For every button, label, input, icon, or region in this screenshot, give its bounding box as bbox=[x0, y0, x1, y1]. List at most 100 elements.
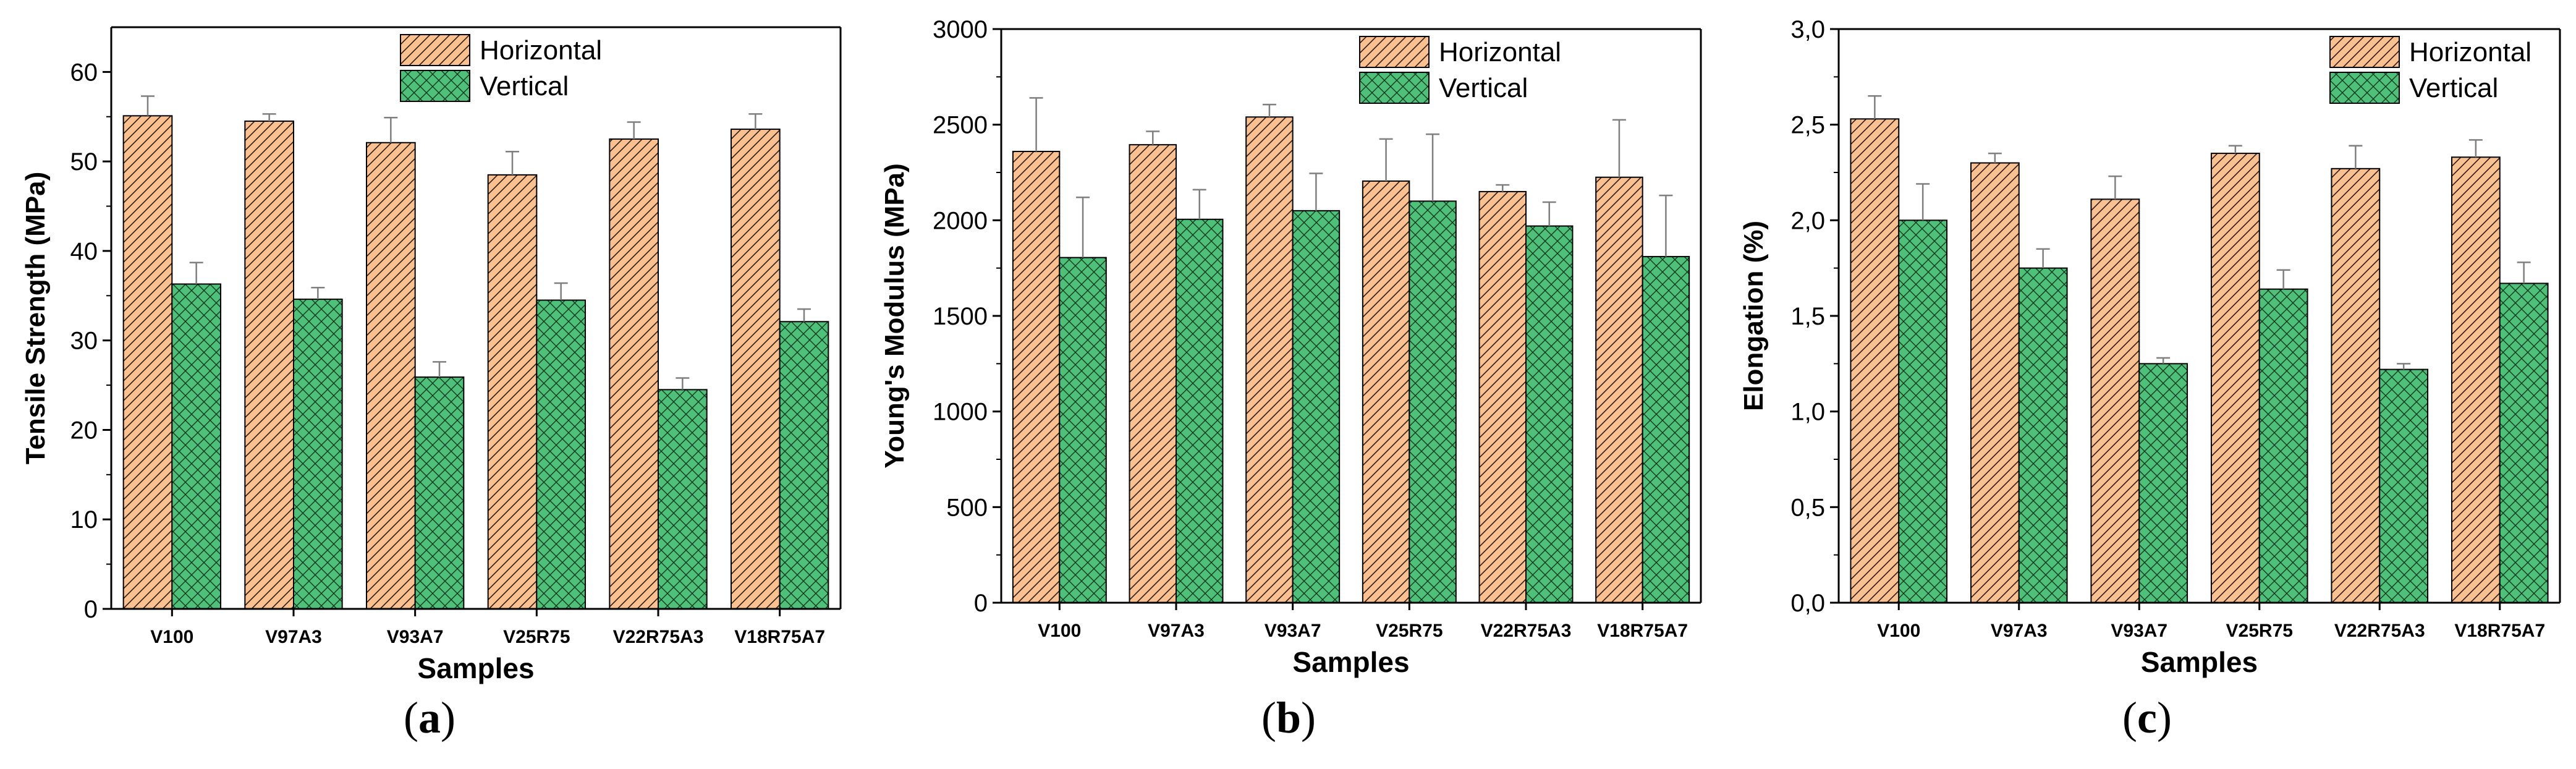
y-tick-label: 3000 bbox=[933, 16, 988, 43]
y-tick-label: 2500 bbox=[933, 112, 988, 139]
y-axis-title: Tensile Strength (MPa) bbox=[20, 172, 51, 464]
bar-vertical-v25r75 bbox=[536, 299, 586, 610]
x-tick-label-v97a3: V97A3 bbox=[1148, 621, 1205, 641]
y-tick-label: 40 bbox=[70, 238, 98, 265]
x-tick-label-v93a7: V93A7 bbox=[387, 627, 444, 647]
x-tick-label-v22r75a3: V22R75A3 bbox=[2334, 621, 2425, 641]
x-tick-label-v100: V100 bbox=[1038, 621, 1081, 641]
y-tick-label: 3,0 bbox=[1790, 16, 1825, 43]
bar-vertical-v18r75a7 bbox=[2499, 283, 2549, 603]
legend-swatch-horizontal bbox=[2329, 36, 2400, 68]
y-tick-label: 50 bbox=[70, 148, 98, 176]
legend: Horizontal Vertical bbox=[400, 34, 602, 102]
bar-vertical-v22r75a3 bbox=[658, 389, 708, 610]
legend-label-horizontal: Horizontal bbox=[480, 35, 602, 66]
x-axis-title: Samples bbox=[2141, 646, 2258, 678]
bar-vertical-v93a7 bbox=[1292, 210, 1341, 604]
bar-horizontal-v97a3 bbox=[1129, 144, 1177, 603]
x-axis-title: Samples bbox=[1292, 646, 1409, 678]
legend-swatch-horizontal bbox=[400, 34, 470, 66]
legend-label-vertical: Vertical bbox=[480, 71, 569, 101]
y-tick-label: 10 bbox=[70, 506, 98, 533]
caption-c-letter: c bbox=[2137, 693, 2157, 742]
y-tick-label: 2,0 bbox=[1790, 207, 1825, 234]
bar-vertical-v18r75a7 bbox=[779, 321, 829, 610]
y-tick-label: 0,0 bbox=[1790, 590, 1825, 617]
y-tick-label: 1000 bbox=[933, 399, 988, 426]
bar-vertical-v97a3 bbox=[2018, 267, 2068, 603]
bar-horizontal-v100 bbox=[1012, 150, 1061, 603]
x-tick-label-v100: V100 bbox=[150, 627, 193, 647]
bar-horizontal-v18r75a7 bbox=[2451, 156, 2501, 603]
bar-horizontal-v18r75a7 bbox=[731, 129, 781, 610]
y-tick-label: 1,0 bbox=[1790, 399, 1825, 426]
bar-vertical-v22r75a3 bbox=[1525, 225, 1574, 603]
legend: Horizontal Vertical bbox=[2329, 36, 2532, 104]
legend: Horizontal Vertical bbox=[1359, 36, 1561, 104]
bar-horizontal-v18r75a7 bbox=[1595, 176, 1643, 603]
bar-horizontal-v93a7 bbox=[366, 142, 416, 610]
bar-horizontal-v93a7 bbox=[2090, 198, 2140, 604]
bar-vertical-v93a7 bbox=[2138, 363, 2188, 603]
y-tick-label: 500 bbox=[946, 494, 988, 521]
x-tick-label-v18r75a7: V18R75A7 bbox=[1597, 621, 1688, 641]
chart-b-svg: 0 500 1000 1500 2000 2500 3000 V100 V97A3 V93A7 V2… bbox=[879, 16, 1702, 678]
x-tick-label-v18r75a7: V18R75A7 bbox=[2454, 621, 2545, 641]
bar-horizontal-v22r75a3 bbox=[2331, 168, 2381, 603]
x-tick-label-v100: V100 bbox=[1877, 621, 1920, 641]
x-tick-label-v22r75a3: V22R75A3 bbox=[613, 627, 704, 647]
x-tick-label-v93a7: V93A7 bbox=[2111, 621, 2167, 641]
legend-swatch-vertical bbox=[1359, 72, 1430, 104]
bar-vertical-v100 bbox=[1059, 257, 1107, 603]
legend-label-horizontal: Horizontal bbox=[1439, 37, 1561, 67]
bar-horizontal-v25r75 bbox=[1362, 180, 1410, 604]
x-tick-label-v97a3: V97A3 bbox=[1991, 621, 2048, 641]
y-tick-label: 1,5 bbox=[1790, 303, 1825, 330]
y-tick-label: 1500 bbox=[933, 303, 988, 330]
bar-vertical-v93a7 bbox=[414, 376, 465, 610]
bar-vertical-v100 bbox=[1898, 219, 1948, 604]
legend-swatch-vertical bbox=[400, 70, 470, 102]
caption-a-letter: a bbox=[418, 693, 441, 742]
x-axis-title: Samples bbox=[417, 652, 534, 684]
y-tick-label: 2000 bbox=[933, 207, 988, 234]
x-tick-label-v97a3: V97A3 bbox=[265, 627, 322, 647]
chart-c-svg: 0,0 0,5 1,0 1,5 2,0 2,5 3,0 V100 V97A3 V93A7 V25R7… bbox=[1739, 16, 2561, 678]
bar-vertical-v100 bbox=[171, 283, 222, 610]
bar-horizontal-v100 bbox=[122, 115, 173, 610]
caption-b-letter: b bbox=[1276, 693, 1302, 742]
y-tick-label: 0 bbox=[84, 596, 98, 623]
bar-horizontal-v100 bbox=[1850, 118, 1900, 604]
panel-a: 0 10 20 30 40 50 60 V100 V97A3 V93A7 V25R75 V22R75A… bbox=[0, 0, 859, 769]
y-tick-label: 2,5 bbox=[1790, 112, 1825, 139]
caption-b: (b) bbox=[1261, 693, 1316, 742]
bar-horizontal-v25r75 bbox=[2210, 153, 2260, 604]
caption-a: (a) bbox=[404, 693, 455, 742]
bar-vertical-v22r75a3 bbox=[2379, 368, 2429, 603]
bar-horizontal-v93a7 bbox=[1245, 116, 1294, 603]
bar-horizontal-v25r75 bbox=[487, 174, 538, 610]
x-tick-label-v25r75: V25R75 bbox=[2226, 621, 2293, 641]
panel-b: 0 500 1000 1500 2000 2500 3000 V100 V97A3 V93A7 V2… bbox=[859, 0, 1718, 769]
legend-swatch-horizontal bbox=[1359, 36, 1430, 68]
panel-c: 0,0 0,5 1,0 1,5 2,0 2,5 3,0 V100 V97A3 V93A7 V25R7… bbox=[1718, 0, 2576, 769]
bar-horizontal-v97a3 bbox=[244, 121, 295, 610]
x-tick-label-v25r75: V25R75 bbox=[503, 627, 570, 647]
caption-c: (c) bbox=[2122, 693, 2172, 742]
bar-vertical-v25r75 bbox=[1409, 200, 1457, 603]
x-tick-label-v93a7: V93A7 bbox=[1265, 621, 1321, 641]
y-tick-label: 30 bbox=[70, 328, 98, 355]
x-tick-label-v22r75a3: V22R75A3 bbox=[1481, 621, 1572, 641]
bar-vertical-v97a3 bbox=[1176, 218, 1224, 603]
chart-a-svg: 0 10 20 30 40 50 60 V100 V97A3 V93A7 V25R75 V22R75A… bbox=[20, 26, 842, 684]
x-tick-label-v18r75a7: V18R75A7 bbox=[734, 627, 825, 647]
y-tick-label: 0 bbox=[974, 590, 988, 617]
legend-swatch-vertical bbox=[2329, 72, 2400, 104]
bar-horizontal-v22r75a3 bbox=[609, 138, 659, 610]
y-axis-title: Young's Modulus (MPa) bbox=[879, 163, 910, 469]
legend-label-vertical: Vertical bbox=[1439, 73, 1528, 103]
y-tick-label: 60 bbox=[70, 59, 98, 86]
y-tick-label: 0,5 bbox=[1790, 494, 1825, 521]
bar-horizontal-v22r75a3 bbox=[1478, 190, 1527, 603]
